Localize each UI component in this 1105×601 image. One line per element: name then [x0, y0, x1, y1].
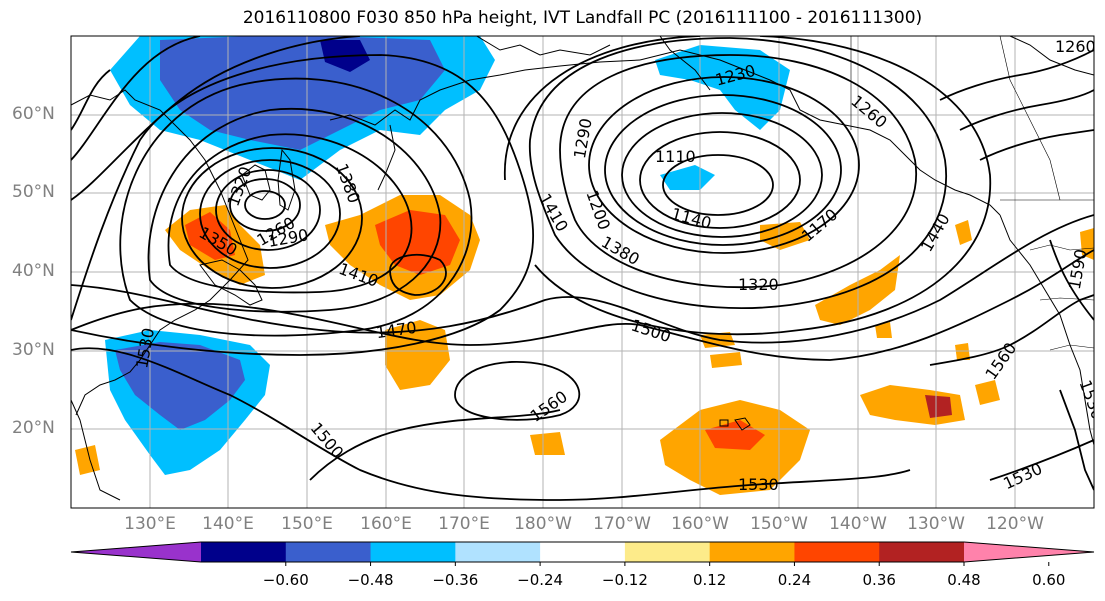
lat-label-30n: 30°N [12, 340, 55, 360]
lon-label-130e: 130°E [124, 514, 176, 534]
lon-label-170w: 170°W [593, 514, 651, 534]
lon-label-160w: 160°W [671, 514, 729, 534]
lat-label-40n: 40°N [12, 261, 55, 281]
colorbar-tick-label: −0.12 [601, 571, 648, 589]
colorbar-tick-label: 0.12 [692, 571, 727, 589]
colorbar-extend-low [71, 542, 201, 562]
colorbar [70, 541, 1095, 566]
colorbar-swatch [370, 542, 456, 562]
colorbar-tick-label: 0.48 [947, 571, 981, 589]
colorbar-swatch [285, 542, 372, 562]
colorbar-swatch [201, 542, 287, 562]
lon-label-150e: 150°E [281, 514, 333, 534]
colorbar-outline [70, 541, 1095, 563]
contour-label-1320: 1320 [738, 275, 779, 294]
colorbar-extend-high [964, 542, 1094, 562]
lon-label-130w: 130°W [907, 514, 965, 534]
colorbar-tick-label: 0.60 [1032, 571, 1066, 589]
colorbar-tick-label: 0.36 [862, 571, 896, 589]
lon-label-170e: 170°E [438, 514, 490, 534]
colorbar-swatch [709, 542, 795, 562]
lon-label-140e: 140°E [202, 514, 254, 534]
negative-ivt-shading [105, 36, 790, 475]
lon-label-180w: 180°W [514, 514, 572, 534]
colorbar-swatch [624, 542, 711, 562]
coastlines [71, 36, 1094, 501]
map-title: 2016110800 F030 850 hPa height, IVT Land… [242, 8, 923, 28]
contour-label-1530-a: 1530 [738, 475, 779, 494]
height-contours [71, 36, 1094, 501]
colorbar-swatch [455, 542, 541, 562]
lon-label-160e: 160°E [360, 514, 412, 534]
colorbar-swatch [794, 542, 880, 562]
map-frame [70, 35, 1095, 509]
colorbar-tick-label: −0.36 [432, 571, 479, 589]
lat-label-20n: 20°N [12, 418, 55, 438]
graticule [71, 36, 1094, 508]
lon-label-150w: 150°W [750, 514, 808, 534]
lat-label-60n: 60°N [12, 104, 55, 124]
colorbar-tick-label: −0.24 [517, 571, 564, 589]
colorbar-tick-label: −0.60 [262, 571, 309, 589]
lon-label-120w: 120°W [986, 514, 1044, 534]
colorbar-swatch [879, 542, 965, 562]
colorbar-swatch [540, 542, 626, 562]
colorbar-tick-label: 0.24 [777, 571, 812, 589]
contour-label-1260-c: 1260 [1055, 37, 1096, 56]
lon-label-140w: 140°W [829, 514, 887, 534]
lat-label-50n: 50°N [12, 182, 55, 202]
contour-label-1110: 1110 [655, 147, 696, 166]
colorbar-tick-label: −0.48 [347, 571, 394, 589]
